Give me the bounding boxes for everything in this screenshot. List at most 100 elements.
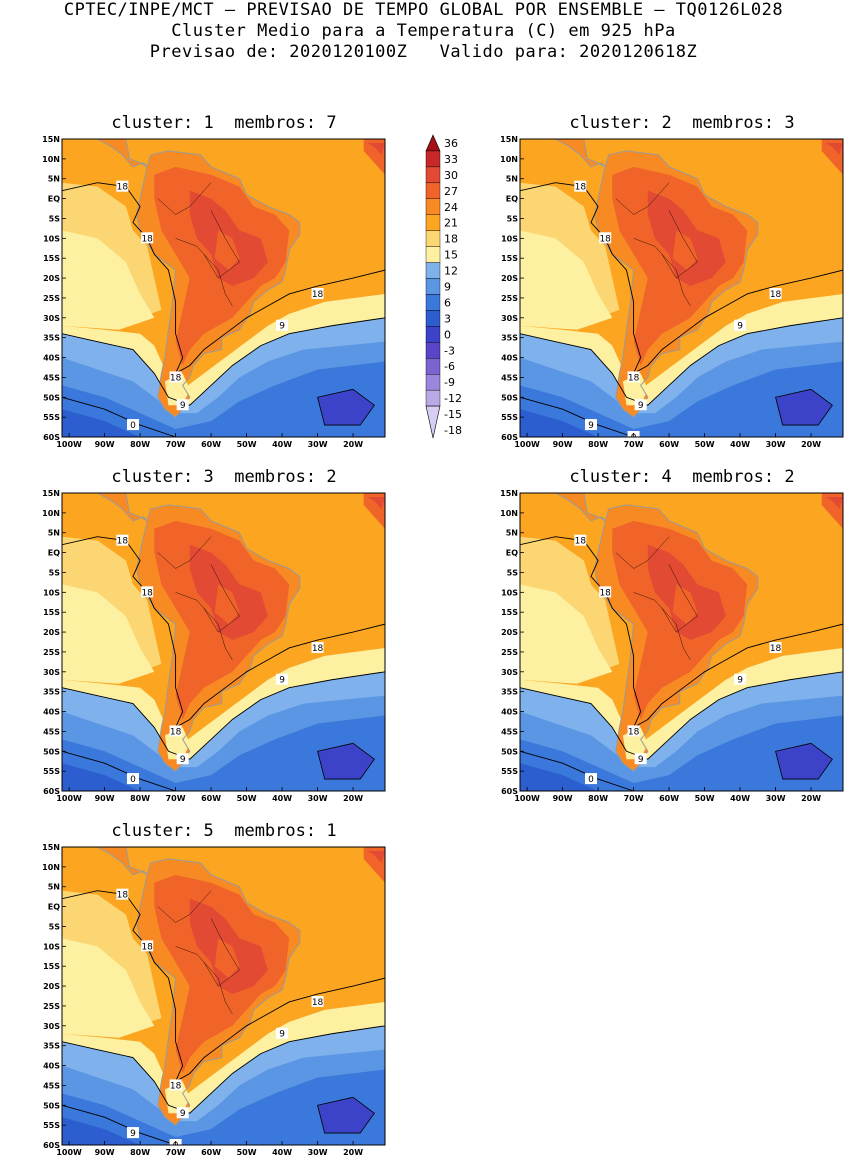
lat-tick-label: 50S [43,747,60,756]
colorbar-label: 12 [444,265,458,278]
contour-label: 18 [770,290,782,300]
colorbar-label: -9 [444,376,455,389]
lat-tick-label: 15N [42,843,60,852]
lon-tick-label: 60W [659,440,679,449]
lat-tick-label: 60S [501,433,518,442]
lat-tick-label: 60S [43,433,60,442]
lon-tick-label: 70W [166,440,186,449]
colorbar-label: 33 [444,153,458,166]
lat-tick-label: 55S [501,413,518,422]
colorbar-label: -12 [444,392,462,405]
colorbar-label: -18 [444,424,462,437]
lat-tick-label: 20S [43,274,60,283]
lat-tick-label: 60S [501,787,518,796]
lat-tick-label: 45S [501,727,518,736]
lat-tick-label: 10N [42,155,60,164]
contour-label: 9 [180,1109,186,1119]
lat-tick-label: 40S [43,354,60,363]
header-line-2: Cluster Medio para a Temperatura (C) em … [171,21,676,41]
lon-tick-label: 80W [130,794,150,803]
colorbar-label: 36 [444,137,458,150]
panel-title-2: cluster: 2 membros: 3 [569,113,795,133]
contour-label: 9 [279,676,285,686]
lon-tick-label: 30W [308,440,328,449]
lon-tick-label: 30W [766,794,786,803]
lat-tick-label: 10S [43,942,60,951]
lat-tick-label: 15N [42,489,60,498]
lat-tick-label: 30S [43,314,60,323]
lon-tick-label: 70W [166,794,186,803]
contour-label: 18 [312,998,324,1008]
contour-label: 9 [279,322,285,332]
lat-tick-label: 10S [501,234,518,243]
lon-tick-label: 90W [95,440,115,449]
lat-tick-label: 40S [501,708,518,717]
lat-tick-label: 60S [43,787,60,796]
lat-tick-label: 20S [501,274,518,283]
lon-tick-label: 50W [237,794,257,803]
lon-tick-label: 30W [308,1148,328,1157]
contour-label: 18 [117,537,129,547]
lat-tick-label: 40S [43,708,60,717]
contour-label: 0 [130,421,136,431]
lat-tick-label: 5N [48,529,60,538]
map-panel-5: 18181891899015N10N5NEQ5S10S15S20S25S30S3… [42,843,386,1157]
contour-label: 0 [588,775,594,785]
lat-tick-label: 15S [43,254,60,263]
lat-tick-label: 40S [43,1062,60,1071]
lon-tick-label: 90W [553,794,573,803]
lat-tick-label: 50S [43,1101,60,1110]
lat-tick-label: 30S [43,1022,60,1031]
lon-tick-label: 20W [801,440,821,449]
lon-tick-label: 90W [95,794,115,803]
map-panel-3: 18 18 18 9 18 9 0 15N 10N 5N EQ 5S 10S 15S 20S 25S 30S 35… [42,489,386,803]
contour-label: 9 [737,322,743,332]
lat-tick-label: 5S [49,214,61,223]
colorbar-label: 15 [444,249,458,262]
lon-tick-label: 40W [730,794,750,803]
lat-tick-label: 10N [500,155,518,164]
lon-tick-label: 50W [695,440,715,449]
lon-tick-label: 100W [514,440,540,449]
lat-tick-label: 45S [43,1081,60,1090]
lon-tick-label: 40W [272,1148,292,1157]
lon-tick-label: 60W [201,794,221,803]
lon-tick-label: 30W [308,794,328,803]
contour-label: 18 [312,290,324,300]
lat-tick-label: 45S [43,727,60,736]
lat-tick-label: 25S [43,294,60,303]
contour-label: 18 [628,373,640,383]
lon-tick-label: 60W [201,1148,221,1157]
lat-tick-label: 35S [43,1042,60,1051]
header-line-3: Previsao de: 2020120100Z Valido para: 20… [149,42,698,62]
lat-tick-label: 30S [43,668,60,677]
lon-tick-label: 50W [695,794,715,803]
lat-tick-label: 5N [48,175,60,184]
lat-tick-label: 10S [43,234,60,243]
lat-tick-label: 25S [501,294,518,303]
lat-tick-label: 55S [43,767,60,776]
lat-tick-label: 15S [501,254,518,263]
lat-tick-label: 40S [501,354,518,363]
lat-tick-label: 25S [43,648,60,657]
panel-title-5: cluster: 5 membros: 1 [111,821,337,841]
lat-tick-label: 15N [500,135,518,144]
lat-tick-label: 55S [43,1121,60,1130]
colorbar-label: 0 [444,328,451,341]
contour-label: 18 [312,644,324,654]
lat-tick-label: 35S [501,334,518,343]
lat-tick-label: 50S [501,747,518,756]
lon-tick-label: 60W [659,794,679,803]
lon-tick-label: 60W [201,440,221,449]
lon-tick-label: 70W [166,1148,186,1157]
lon-tick-label: 20W [343,1148,363,1157]
lat-tick-label: 50S [501,393,518,402]
lat-tick-label: 5S [49,922,61,931]
lat-tick-label: 15N [42,135,60,144]
colorbar-label: 24 [444,201,458,214]
lon-tick-label: 50W [237,1148,257,1157]
contour-label: 18 [770,644,782,654]
colorbar-label: -15 [444,408,462,421]
contour-label: 18 [170,1081,182,1091]
